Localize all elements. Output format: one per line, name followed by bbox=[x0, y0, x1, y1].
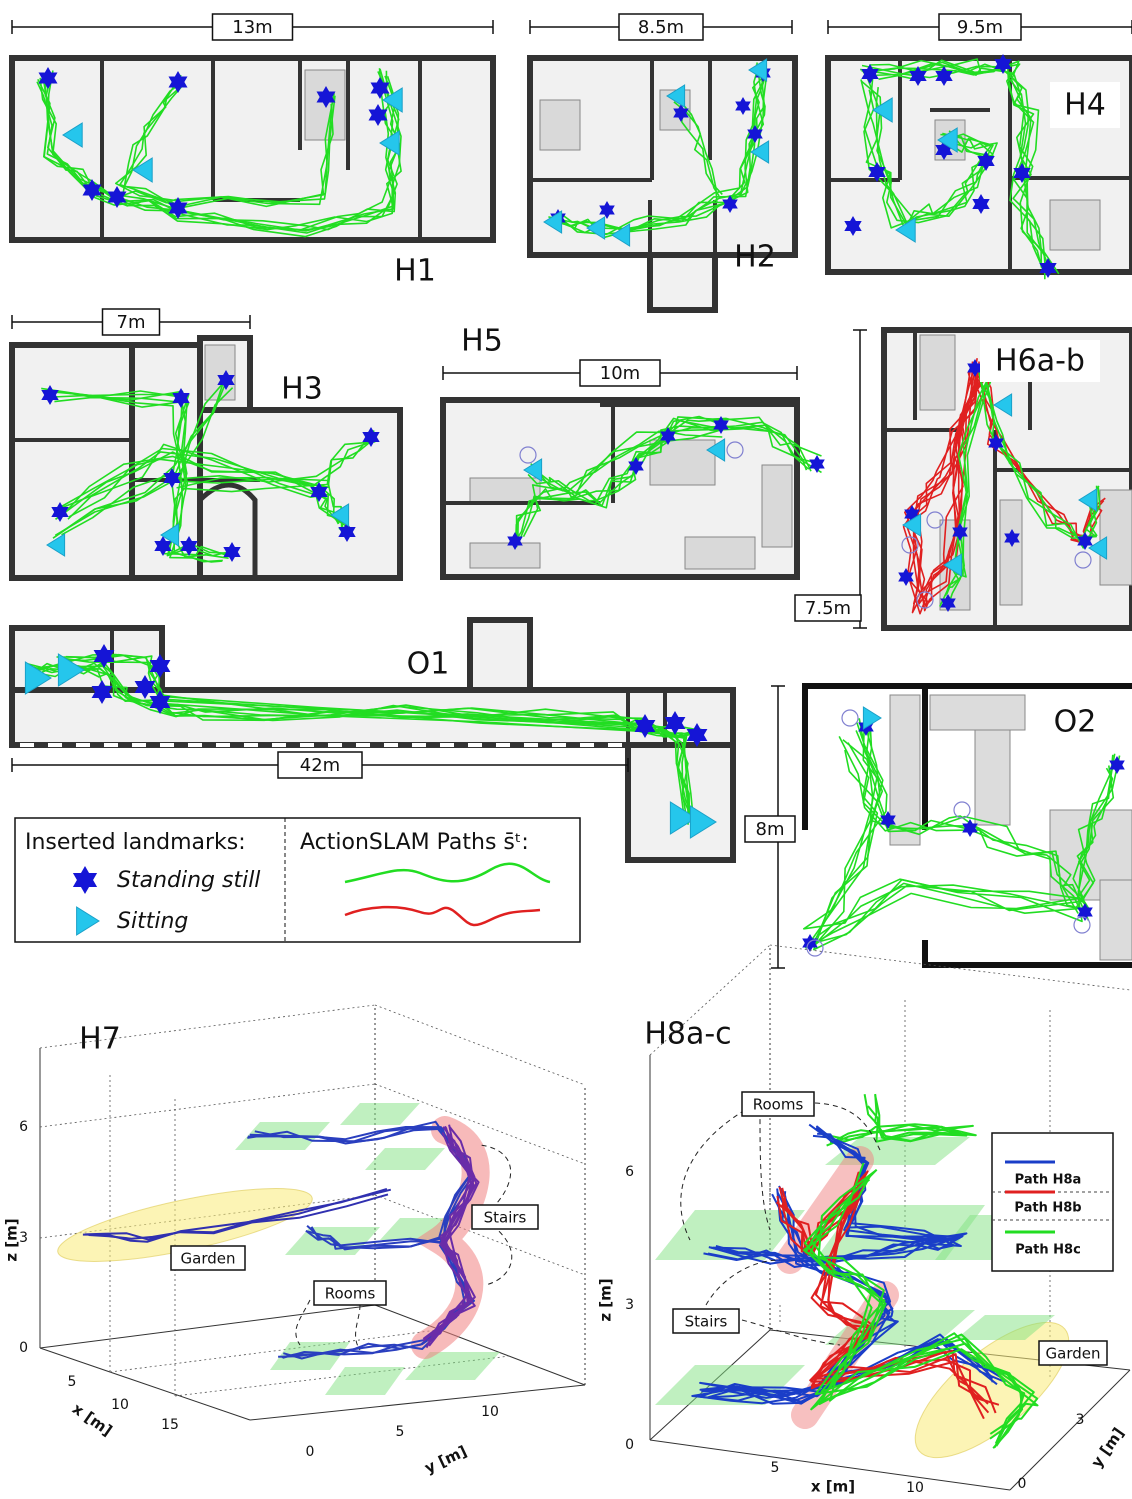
label: H1 bbox=[394, 254, 436, 289]
annotation: Rooms bbox=[325, 1285, 376, 1303]
scale-label: 8m bbox=[756, 819, 785, 840]
room-area bbox=[325, 1367, 405, 1395]
legend-entry: Standing still bbox=[117, 868, 260, 893]
tick-label: 3 bbox=[1076, 1412, 1085, 1428]
marker-circle bbox=[842, 710, 858, 726]
furniture bbox=[975, 730, 1010, 825]
grid-line bbox=[40, 1084, 375, 1127]
legend-entry: Path H8b bbox=[1014, 1201, 1081, 1216]
tick-label: 5 bbox=[771, 1460, 780, 1476]
tick-label: 0 bbox=[1018, 1476, 1027, 1492]
axis-label: x [m] bbox=[811, 1478, 855, 1496]
label: H4 bbox=[1064, 88, 1106, 123]
floor bbox=[470, 620, 530, 690]
axis-label: y [m] bbox=[422, 1442, 470, 1477]
furniture bbox=[1000, 500, 1022, 605]
tick-label: 6 bbox=[19, 1119, 28, 1135]
furniture bbox=[470, 543, 540, 568]
furniture bbox=[470, 478, 540, 503]
room-area bbox=[365, 1148, 445, 1170]
label: H3 bbox=[281, 372, 323, 407]
tick-label: 10 bbox=[481, 1404, 499, 1420]
legend-entry: Path H8a bbox=[1015, 1173, 1082, 1188]
axis-label: z [m] bbox=[597, 1278, 615, 1321]
furniture bbox=[1100, 490, 1132, 585]
annotation: Rooms bbox=[753, 1096, 804, 1114]
furniture bbox=[685, 537, 755, 569]
furniture bbox=[762, 465, 792, 547]
tick-label: 5 bbox=[396, 1424, 405, 1440]
tick-label: 10 bbox=[111, 1397, 129, 1413]
tick-label: 0 bbox=[306, 1444, 315, 1460]
scale-label: 9.5m bbox=[957, 17, 1003, 38]
furniture bbox=[540, 100, 580, 150]
legend-entry: Path H8c bbox=[1015, 1243, 1081, 1258]
legend-entry: Sitting bbox=[117, 909, 188, 934]
label: O2 bbox=[1054, 705, 1097, 740]
scale-label: 7m bbox=[117, 312, 146, 333]
axis-edge bbox=[40, 1305, 375, 1348]
grid-line bbox=[375, 1005, 585, 1085]
plot-title: H7 bbox=[79, 1022, 121, 1057]
label: H6a-b bbox=[995, 344, 1085, 379]
tick-label: 5 bbox=[68, 1374, 77, 1390]
floor bbox=[12, 345, 132, 578]
axis-label: x [m] bbox=[69, 1400, 116, 1440]
annotation: Stairs bbox=[685, 1313, 728, 1331]
axis-edge bbox=[250, 1385, 585, 1420]
sitting-landmark bbox=[863, 707, 881, 729]
tick-label: 3 bbox=[625, 1297, 634, 1313]
plot-title: H8a-c bbox=[644, 1017, 731, 1052]
legend-title: Inserted landmarks: bbox=[25, 830, 246, 855]
annotation: Garden bbox=[181, 1250, 236, 1268]
room-area bbox=[340, 1103, 420, 1125]
axis-label: z [m] bbox=[3, 1218, 21, 1261]
page: 13m H1 8.5m H2 9.5m H4 7m H3 10m H5 7.5m H6a-b 42m O1… bbox=[0, 0, 1132, 1499]
scale-label: 42m bbox=[300, 755, 340, 776]
figure: 13m H1 8.5m H2 9.5m H4 7m H3 10m H5 7.5m H6a-b 42m O1… bbox=[0, 0, 1132, 1499]
furniture bbox=[1100, 880, 1132, 960]
scale-label: 7.5m bbox=[805, 598, 851, 619]
scale-label: 10m bbox=[600, 363, 640, 384]
label: H2 bbox=[734, 240, 776, 275]
furniture bbox=[920, 335, 955, 410]
tick-label: 15 bbox=[161, 1417, 179, 1433]
tick-label: 6 bbox=[625, 1164, 634, 1180]
floor bbox=[628, 745, 733, 860]
annotation: Garden bbox=[1046, 1345, 1101, 1363]
legend-title: ActionSLAM Paths s̄ᵗ: bbox=[300, 830, 529, 855]
scale-label: 13m bbox=[232, 17, 272, 38]
floor bbox=[650, 255, 715, 310]
tick-label: 0 bbox=[625, 1437, 634, 1453]
scale-label: 8.5m bbox=[638, 17, 684, 38]
marker-circle bbox=[954, 802, 970, 818]
label: H5 bbox=[461, 324, 503, 359]
tick-label: 10 bbox=[906, 1480, 924, 1496]
axis-label: y [m] bbox=[1088, 1424, 1128, 1471]
furniture bbox=[930, 695, 1025, 730]
tick-label: 0 bbox=[19, 1340, 28, 1356]
label: O1 bbox=[407, 647, 450, 682]
furniture bbox=[1050, 200, 1100, 250]
annotation: Stairs bbox=[484, 1209, 527, 1227]
